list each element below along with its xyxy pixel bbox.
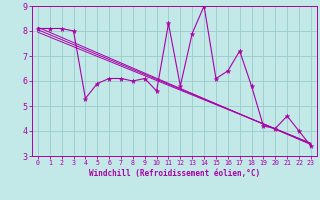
X-axis label: Windchill (Refroidissement éolien,°C): Windchill (Refroidissement éolien,°C) [89, 169, 260, 178]
